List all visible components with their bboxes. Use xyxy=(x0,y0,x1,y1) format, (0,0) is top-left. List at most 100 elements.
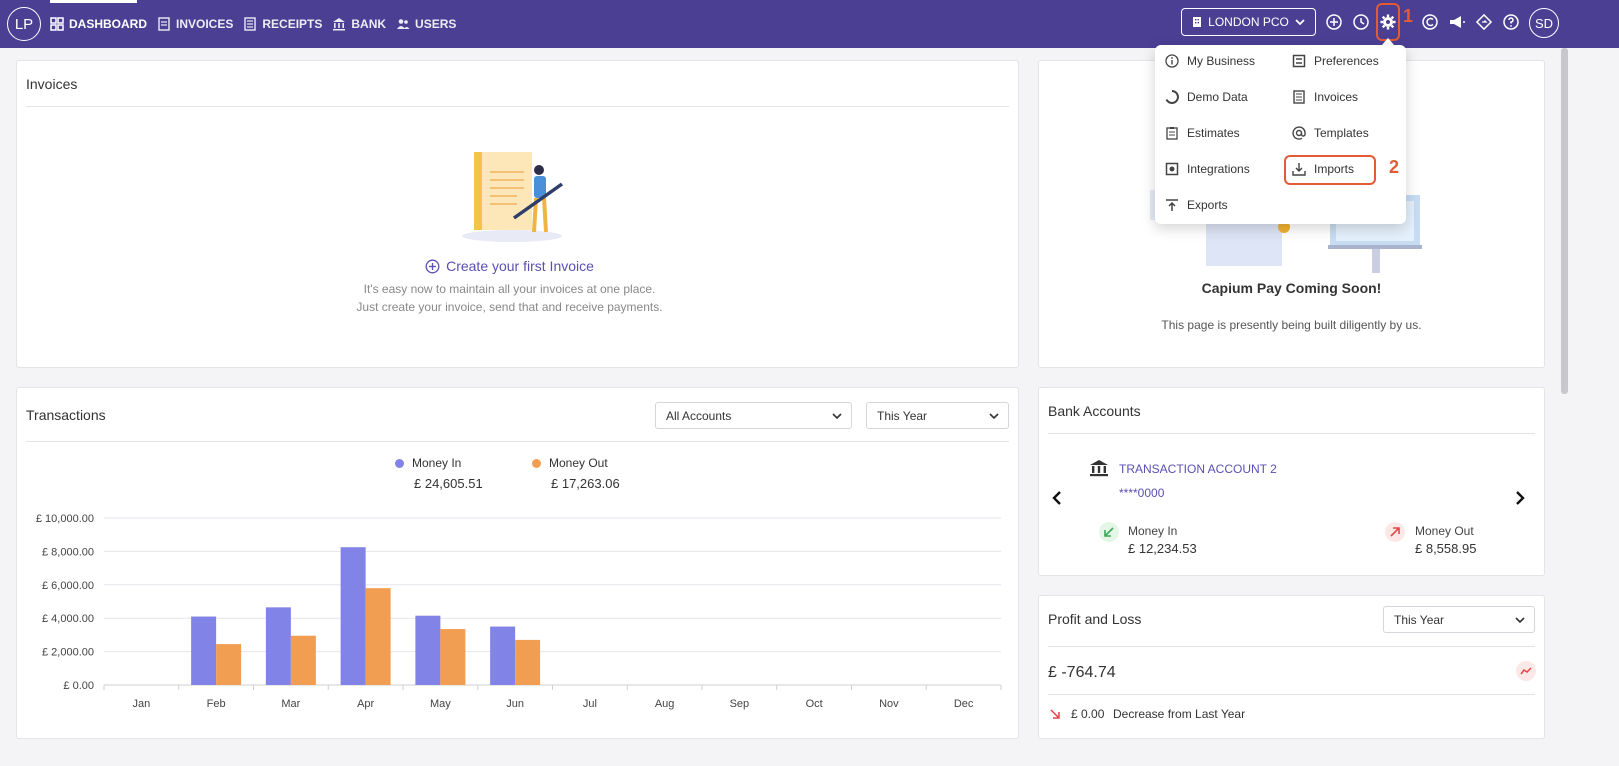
settings-menu xyxy=(1155,45,1406,224)
bar-money-in xyxy=(191,616,217,685)
invoice-illustration xyxy=(462,152,564,242)
document-icon xyxy=(1293,90,1305,104)
bank-icon xyxy=(1090,460,1108,477)
invoice-icon xyxy=(158,17,170,31)
capium-icon[interactable] xyxy=(1420,12,1440,32)
upload-icon xyxy=(1166,199,1178,211)
x-tick-label: Mar xyxy=(281,698,300,710)
x-tick-label: Jul xyxy=(583,698,597,710)
download-icon xyxy=(1292,163,1306,176)
clipboard-icon xyxy=(1166,127,1178,140)
x-tick-label: Jun xyxy=(506,698,524,710)
menu-item-preferences[interactable]: Preferences xyxy=(1292,54,1379,68)
menu-item-invoices[interactable]: Invoices xyxy=(1292,90,1358,104)
x-tick-label: Dec xyxy=(954,698,974,710)
account-filter-select[interactable]: All Accounts xyxy=(655,402,852,429)
menu-item-demo-data-label: Demo Data xyxy=(1187,90,1248,104)
legend-dot-out xyxy=(532,458,541,468)
invoices-desc-line2: Just create your invoice, send that and … xyxy=(356,300,663,314)
menu-caret xyxy=(1381,38,1395,46)
period-filter-value: This Year xyxy=(877,408,928,423)
menu-item-estimates-label: Estimates xyxy=(1187,126,1240,140)
nav-dashboard[interactable]: DASHBOARD xyxy=(50,17,147,31)
bank-money-out-value: £ 8,558.95 xyxy=(1415,541,1477,556)
profit-loss-period-value: This Year xyxy=(1394,612,1445,627)
bank-icon xyxy=(333,18,346,31)
x-tick-label: Apr xyxy=(357,698,374,710)
x-tick-label: Aug xyxy=(655,698,675,710)
nav-bank[interactable]: BANK xyxy=(332,17,386,31)
menu-item-integrations[interactable]: Integrations xyxy=(1165,162,1250,176)
chevron-left-icon[interactable] xyxy=(1050,490,1064,506)
menu-item-preferences-label: Preferences xyxy=(1314,54,1379,68)
x-tick-label: Nov xyxy=(879,698,899,710)
trend-icon xyxy=(1516,661,1536,681)
nav-invoices[interactable]: INVOICES xyxy=(157,17,233,31)
history-icon[interactable] xyxy=(1351,12,1371,32)
invoices-desc-line1: It's easy now to maintain all your invoi… xyxy=(363,282,656,296)
logo-initials: LP xyxy=(14,15,34,33)
diamond-icon[interactable] xyxy=(1474,12,1494,32)
legend-money-in: Money In xyxy=(395,456,461,470)
main-nav: DASHBOARD INVOICES RECEIPTS BANK USERS xyxy=(50,0,456,48)
profit-loss-divider-top xyxy=(1048,646,1535,647)
profit-loss-period-select[interactable]: This Year xyxy=(1383,606,1535,633)
users-icon xyxy=(397,19,410,29)
help-icon[interactable] xyxy=(1501,12,1521,32)
invoices-card-title: Invoices xyxy=(26,76,78,92)
integration-icon xyxy=(1165,162,1179,176)
nav-receipts[interactable]: RECEIPTS xyxy=(243,17,322,31)
account-filter-value: All Accounts xyxy=(666,408,732,423)
menu-item-demo-data[interactable]: Demo Data xyxy=(1165,90,1248,104)
menu-item-estimates[interactable]: Estimates xyxy=(1165,126,1240,140)
chevron-down-icon xyxy=(1515,616,1525,623)
nav-dashboard-label: DASHBOARD xyxy=(69,17,147,31)
user-avatar[interactable]: SD xyxy=(1529,8,1559,38)
chevron-right-icon[interactable] xyxy=(1513,490,1527,506)
menu-item-exports[interactable]: Exports xyxy=(1165,198,1228,212)
bank-money-in-label: Money In xyxy=(1128,524,1178,538)
create-invoice-link[interactable]: Create your first Invoice xyxy=(0,258,1019,274)
menu-item-exports-label: Exports xyxy=(1187,198,1228,212)
menu-item-templates[interactable]: Templates xyxy=(1292,126,1369,140)
nav-users[interactable]: USERS xyxy=(396,17,456,31)
capium-pay-subtitle: This page is presently being built dilig… xyxy=(1161,318,1422,332)
bank-account-number: ****0000 xyxy=(1119,486,1165,500)
nav-invoices-label: INVOICES xyxy=(176,17,234,31)
bar-money-in xyxy=(265,607,291,685)
create-invoice-label: Create your first Invoice xyxy=(446,258,594,274)
building-icon xyxy=(1193,17,1202,27)
chevron-down-icon xyxy=(989,412,999,419)
page-scrollbar[interactable] xyxy=(1561,48,1568,394)
y-tick-label: £ 6,000.00 xyxy=(42,580,94,592)
x-tick-label: May xyxy=(430,698,451,710)
menu-item-invoices-label: Invoices xyxy=(1314,90,1359,104)
menu-item-imports[interactable]: Imports xyxy=(1292,162,1354,176)
arrow-up-right-icon xyxy=(1385,522,1405,542)
chevron-down-icon xyxy=(832,412,842,419)
capium-pay-title: Capium Pay Coming Soon! xyxy=(1201,280,1382,296)
dashboard-icon xyxy=(50,17,64,31)
transactions-title: Transactions xyxy=(26,407,106,423)
legend-dot-in xyxy=(395,458,404,468)
y-tick-label: £ 10,000.00 xyxy=(36,513,94,525)
menu-item-my-business[interactable]: My Business xyxy=(1165,54,1255,68)
bank-divider xyxy=(1048,433,1535,434)
preferences-icon xyxy=(1292,54,1306,68)
bank-money-in-value: £ 12,234.53 xyxy=(1128,541,1197,556)
money-in-total: £ 24,605.51 xyxy=(414,476,483,491)
add-icon[interactable] xyxy=(1324,12,1344,32)
megaphone-icon[interactable] xyxy=(1447,12,1467,32)
nav-bank-label: BANK xyxy=(351,17,387,31)
transactions-divider xyxy=(26,441,1009,442)
chevron-down-icon xyxy=(1295,19,1305,26)
bank-money-out-label: Money Out xyxy=(1415,524,1474,538)
period-filter-select[interactable]: This Year xyxy=(866,402,1009,429)
company-selector[interactable]: LONDON PCO xyxy=(1181,8,1316,36)
legend-money-out-label: Money Out xyxy=(549,456,608,470)
company-logo[interactable]: LP xyxy=(7,7,41,41)
bank-account-name[interactable]: TRANSACTION ACCOUNT 2 xyxy=(1119,462,1277,476)
profit-loss-change-value: £ 0.00 xyxy=(1071,707,1105,721)
gear-icon[interactable] xyxy=(1378,12,1398,32)
x-tick-label: Feb xyxy=(207,698,226,710)
